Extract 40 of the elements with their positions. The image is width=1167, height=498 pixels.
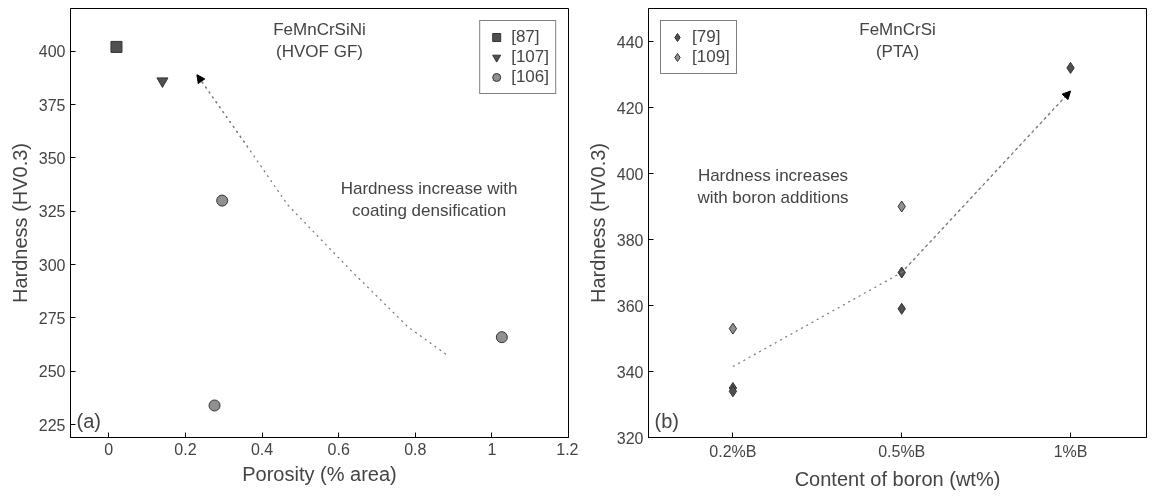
x-tick-label: 0.2%B (709, 442, 757, 460)
text: FeMnCrSiNi (HVOF GF) (273, 19, 366, 61)
y-axis-title: Hardness (HV0.3) (586, 142, 609, 304)
annotation: (b) (654, 409, 679, 432)
x-tick-label: 0.5%B (878, 442, 926, 460)
legend-label: [107] (511, 47, 549, 67)
legend-label: [109] (692, 47, 730, 67)
x-tick-label: 0.6 (327, 440, 350, 458)
y-tick-label: 250 (38, 363, 66, 381)
y-tick-label: 375 (38, 96, 66, 114)
x-tick-label: 1.2 (556, 440, 579, 458)
y-tick-label: 320 (616, 429, 644, 447)
y-tick-label: 380 (616, 231, 644, 249)
y-tick-label: 275 (38, 309, 66, 327)
y-tick-label: 400 (38, 43, 66, 61)
x-axis-title: Porosity (% area) (242, 462, 397, 485)
x-tick-label: 0.8 (404, 440, 427, 458)
annotation: (a) (76, 409, 101, 432)
y-tick-label: 225 (38, 416, 66, 434)
x-tick-label: 1 (487, 440, 497, 458)
y-axis-title: Hardness (HV0.3) (8, 142, 31, 304)
y-tick-label: 300 (38, 256, 66, 274)
legend-label: [87] (511, 27, 540, 47)
x-axis-title: Content of boron (wt%) (794, 467, 1001, 490)
y-tick-label: 350 (38, 149, 66, 167)
annotation: Hardness increases with boron additions (696, 165, 849, 207)
annotation: Hardness increase with coating densification (340, 178, 518, 220)
x-tick-label: 0.2 (174, 440, 197, 458)
text: FeMnCrSi (PTA) (859, 19, 936, 61)
legend-label: [106] (511, 67, 549, 87)
y-tick-label: 360 (616, 297, 644, 315)
y-tick-label: 325 (38, 203, 66, 221)
y-tick-label: 440 (616, 33, 644, 51)
x-tick-label: 0.4 (250, 440, 274, 458)
y-tick-label: 420 (616, 99, 644, 117)
y-tick-label: 400 (616, 165, 644, 183)
x-tick-label: 1%B (1053, 442, 1088, 460)
legend-label: [79] (692, 27, 721, 47)
y-tick-label: 340 (616, 363, 644, 381)
x-tick-label: 0 (104, 440, 114, 458)
